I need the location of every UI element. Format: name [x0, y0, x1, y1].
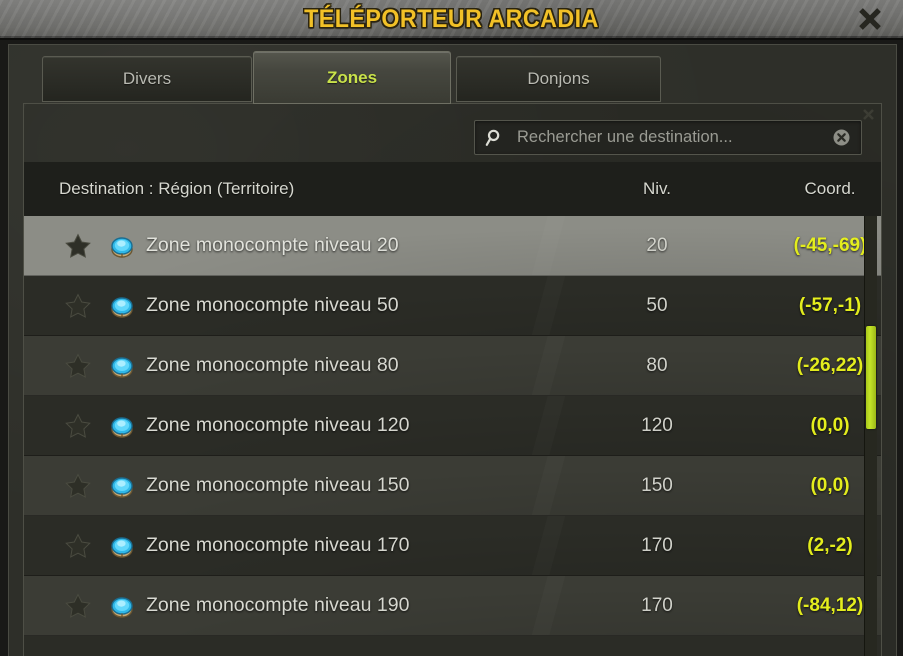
star-icon[interactable]	[64, 532, 92, 560]
row-coordinates: (-45,-69)	[793, 234, 867, 256]
search-input[interactable]	[505, 128, 832, 147]
row-coordinates: (0,0)	[810, 474, 850, 496]
window-body: Divers Zones Donjons	[0, 38, 903, 656]
row-destination-name: Zone monocompte niveau 80	[146, 354, 399, 376]
table-header: Destination : Région (Territoire) Niv. C…	[24, 162, 881, 217]
search-row	[24, 104, 881, 162]
star-icon[interactable]	[64, 412, 92, 440]
star-icon[interactable]	[64, 292, 92, 320]
list-scrollbar-thumb[interactable]	[866, 326, 876, 429]
zaap-icon	[107, 351, 137, 381]
zaap-icon	[107, 471, 137, 501]
tab-zones[interactable]: Zones	[253, 51, 451, 104]
list-scrollbar-track[interactable]	[864, 216, 877, 656]
window-title: TÉLÉPORTEUR ARCADIA	[304, 5, 599, 33]
close-icon[interactable]	[853, 2, 887, 36]
zaap-icon	[107, 531, 137, 561]
zones-panel: Destination : Région (Territoire) Niv. C…	[23, 103, 882, 656]
star-icon[interactable]	[64, 592, 92, 620]
column-header-level[interactable]: Niv.	[642, 179, 671, 198]
row-level: 170	[641, 534, 673, 556]
row-level: 150	[641, 474, 673, 496]
row-destination-name: Zone monocompte niveau 150	[146, 474, 410, 496]
table-row[interactable]: Zone monocompte niveau 190 170 (-84,12)	[24, 576, 881, 636]
star-icon[interactable]	[64, 472, 92, 500]
zaap-icon	[107, 591, 137, 621]
tab-zones-label: Zones	[326, 67, 378, 87]
window-titlebar: TÉLÉPORTEUR ARCADIA	[0, 0, 903, 38]
destination-list[interactable]: Zone monocompte niveau 20 20 (-45,-69) Zon…	[24, 216, 881, 656]
tab-bar: Divers Zones Donjons	[9, 45, 896, 104]
magnifier-icon	[485, 128, 505, 148]
panel-close-icon[interactable]	[859, 105, 877, 123]
row-coordinates: (0,0)	[810, 414, 850, 436]
table-row[interactable]: Zone monocompte niveau 170 170 (2,-2)	[24, 516, 881, 576]
window-body-inner: Divers Zones Donjons	[8, 44, 897, 656]
row-coordinates: (-57,-1)	[798, 294, 862, 316]
row-destination-name: Zone monocompte niveau 190	[146, 594, 410, 616]
column-header-destination[interactable]: Destination : Région (Territoire)	[59, 179, 295, 198]
star-icon[interactable]	[64, 232, 92, 260]
table-row[interactable]: Zone monocompte niveau 20 20 (-45,-69)	[24, 216, 881, 276]
row-coordinates: (-26,22)	[796, 354, 864, 376]
row-destination-name: Zone monocompte niveau 20	[146, 234, 399, 256]
tab-divers-label: Divers	[122, 69, 172, 88]
row-level: 170	[641, 594, 673, 616]
search-box[interactable]	[474, 120, 862, 155]
row-coordinates: (-84,12)	[796, 594, 864, 616]
row-level: 120	[641, 414, 673, 436]
table-row[interactable]: Zone monocompte niveau 150 150 (0,0)	[24, 456, 881, 516]
table-row[interactable]: Zone monocompte niveau 80 80 (-26,22)	[24, 336, 881, 396]
row-coordinates: (2,-2)	[807, 534, 853, 556]
clear-circle-x-icon[interactable]	[832, 128, 851, 147]
table-row[interactable]: Zone monocompte niveau 50 50 (-57,-1)	[24, 276, 881, 336]
tab-donjons[interactable]: Donjons	[456, 56, 661, 102]
row-destination-name: Zone monocompte niveau 120	[146, 414, 410, 436]
row-level: 80	[646, 354, 668, 376]
tab-divers[interactable]: Divers	[42, 56, 252, 102]
row-level: 50	[646, 294, 668, 316]
tab-donjons-label: Donjons	[527, 69, 590, 88]
row-level: 20	[646, 234, 668, 256]
row-destination-name: Zone monocompte niveau 170	[146, 534, 410, 556]
column-header-coord[interactable]: Coord.	[804, 179, 856, 198]
zaap-icon	[107, 411, 137, 441]
row-destination-name: Zone monocompte niveau 50	[146, 294, 399, 316]
zaap-icon	[107, 291, 137, 321]
star-icon[interactable]	[64, 352, 92, 380]
table-row[interactable]: Zone monocompte niveau 120 120 (0,0)	[24, 396, 881, 456]
zaap-icon	[107, 231, 137, 261]
